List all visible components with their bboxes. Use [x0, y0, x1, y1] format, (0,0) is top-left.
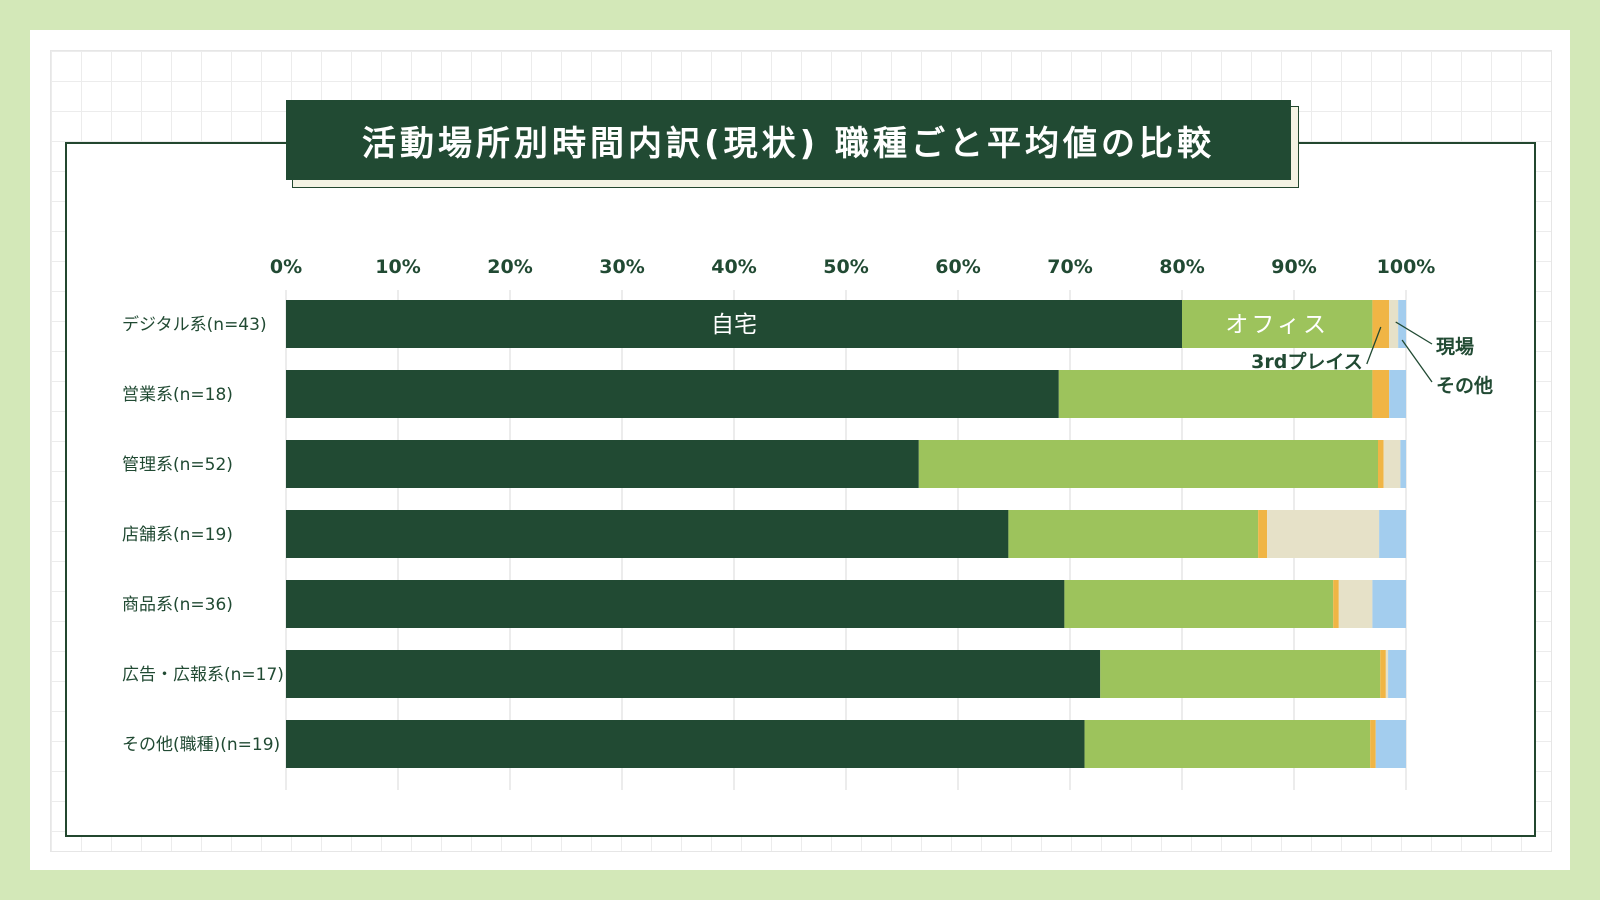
- x-tick-label: 60%: [935, 256, 980, 278]
- x-tick-label: 40%: [711, 256, 756, 278]
- bar-segment-5: [1372, 580, 1406, 628]
- category-label: デジタル系(n=43): [122, 314, 267, 335]
- leader-line: [1395, 321, 1433, 345]
- x-tick-label: 30%: [599, 256, 644, 278]
- bar-segment-4: [1383, 440, 1401, 488]
- bar-segment-5: [1398, 300, 1406, 348]
- leader-line: [1401, 339, 1433, 383]
- bar-segment-5: [1389, 370, 1406, 418]
- bar-segment-1: [286, 300, 1182, 348]
- x-tick-label: 100%: [1377, 256, 1436, 278]
- bar-segment-2: [918, 440, 1378, 488]
- bar-segment-1: [286, 650, 1101, 698]
- bar-segment-5: [1388, 650, 1406, 698]
- bar-segment-2: [1064, 580, 1334, 628]
- bar-segment-5: [1400, 440, 1406, 488]
- bar-segment-5: [1375, 720, 1406, 768]
- series-label-other: その他: [1436, 374, 1493, 397]
- bar-segment-2: [1182, 300, 1373, 348]
- bar-segment-1: [286, 510, 1009, 558]
- series-label-3rd-place: 3rdプレイス: [1251, 350, 1363, 373]
- category-label: 店舗系(n=19): [122, 525, 233, 545]
- bar-segment-3: [1333, 580, 1339, 628]
- series-label-site: 現場: [1436, 336, 1474, 358]
- bar-segment-2: [1084, 720, 1371, 768]
- chart-title: 活動場所別時間内訳(現状) 職種ごと平均値の比較: [286, 100, 1291, 180]
- series-label-office: オフィス: [1225, 312, 1329, 338]
- category-label: 商品系(n=36): [122, 595, 233, 615]
- x-tick-label: 90%: [1271, 256, 1316, 278]
- bar-segment-1: [286, 720, 1085, 768]
- bar-segment-1: [286, 440, 919, 488]
- category-label: 管理系(n=52): [122, 455, 233, 475]
- bar-segment-1: [286, 580, 1065, 628]
- x-tick-label: 0%: [270, 256, 302, 278]
- bar-segment-3: [1372, 370, 1390, 418]
- category-label: 営業系(n=18): [122, 385, 233, 405]
- bar-segment-5: [1379, 510, 1406, 558]
- series-label-home: 自宅: [711, 312, 757, 338]
- bar-segment-4: [1385, 650, 1389, 698]
- bar-segment-4: [1389, 300, 1399, 348]
- bar-segment-2: [1100, 650, 1381, 698]
- bar-segment-3: [1380, 650, 1386, 698]
- bar-segment-3: [1372, 300, 1390, 348]
- category-label: その他(職種)(n=19): [122, 735, 280, 755]
- x-tick-label: 20%: [487, 256, 532, 278]
- leader-line: [1366, 326, 1382, 365]
- bar-segment-4: [1338, 580, 1373, 628]
- bar-segment-1: [286, 370, 1059, 418]
- x-tick-label: 70%: [1047, 256, 1092, 278]
- category-label: 広告・広報系(n=17): [122, 665, 284, 685]
- bar-segment-3: [1378, 440, 1384, 488]
- bar-segment-2: [1058, 370, 1373, 418]
- x-tick-label: 50%: [823, 256, 868, 278]
- bar-segment-3: [1370, 720, 1376, 768]
- bar-segment-3: [1258, 510, 1268, 558]
- x-tick-label: 80%: [1159, 256, 1204, 278]
- bar-segment-4: [1267, 510, 1380, 558]
- bar-segment-2: [1008, 510, 1259, 558]
- x-tick-label: 10%: [375, 256, 420, 278]
